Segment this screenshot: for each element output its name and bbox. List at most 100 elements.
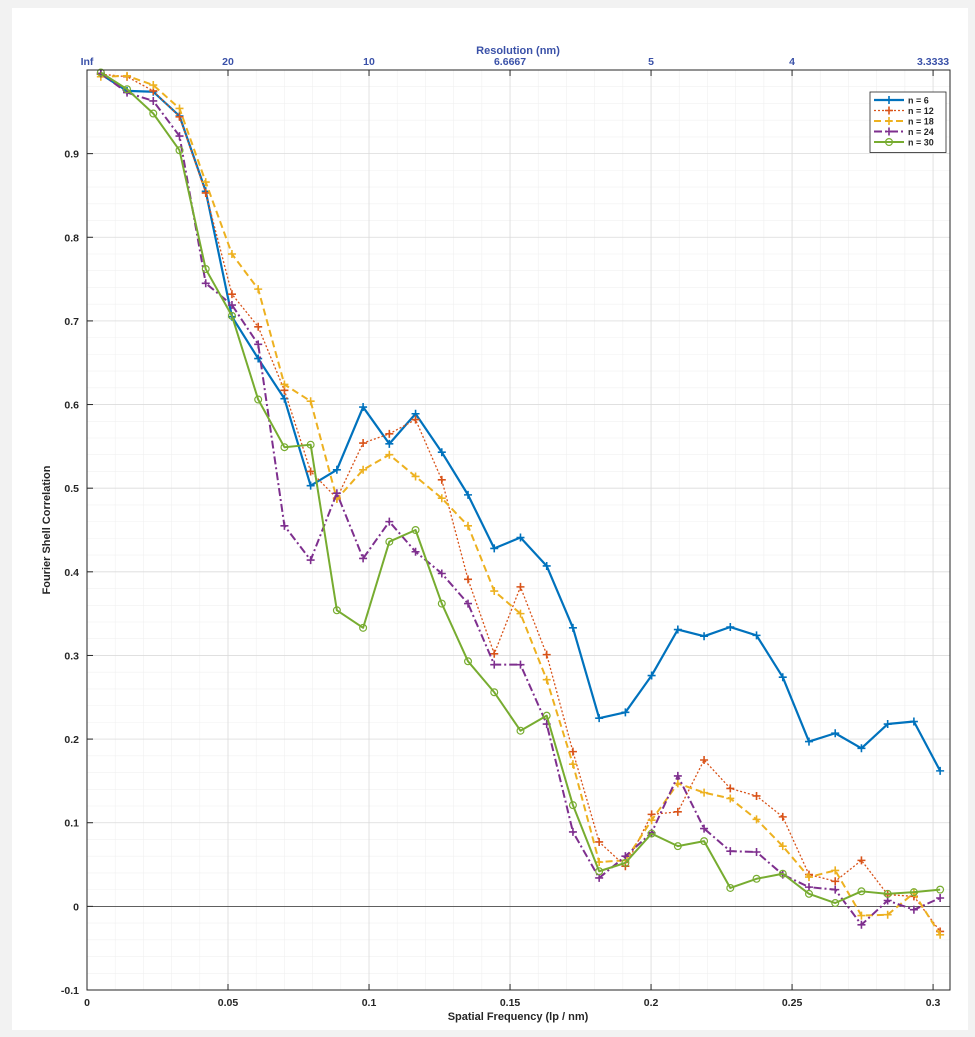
marker-plus — [700, 632, 709, 641]
marker-plus — [542, 561, 551, 570]
marker-plus — [359, 554, 368, 563]
marker-plus — [568, 760, 577, 769]
marker-plus — [621, 708, 630, 717]
marker-plus — [516, 582, 525, 591]
legend-label: n = 12 — [908, 106, 934, 116]
marker-plus — [254, 354, 263, 363]
marker-plus — [437, 448, 446, 457]
marker-plus — [621, 852, 630, 861]
marker-plus — [778, 842, 787, 851]
marker-circle — [359, 623, 368, 632]
marker-plus — [385, 450, 394, 459]
series-line — [100, 71, 941, 905]
x-tick-label: 0.05 — [218, 997, 239, 1009]
top-tick-label: 6.6667 — [494, 56, 526, 68]
legend-label: n = 18 — [908, 117, 934, 127]
marker-circle — [175, 146, 184, 155]
x-tick-label: 0 — [84, 997, 90, 1009]
marker-plus — [385, 429, 394, 438]
top-tick-label: 5 — [648, 56, 654, 68]
series-3 — [96, 71, 945, 939]
marker-plus — [883, 910, 892, 919]
marker-plus — [752, 631, 761, 640]
marker-circle — [700, 837, 709, 846]
marker-plus — [885, 117, 893, 125]
y-tick-label: 0.1 — [64, 818, 79, 830]
x-tick-label: 0.3 — [926, 997, 941, 1009]
legend-item: n = 24 — [874, 127, 934, 137]
marker-plus — [227, 250, 236, 258]
marker-plus — [385, 439, 394, 448]
legend-item: n = 18 — [874, 117, 934, 127]
marker-circle — [621, 858, 630, 867]
marker-plus — [359, 439, 368, 448]
marker-plus — [280, 380, 289, 389]
marker-plus — [909, 905, 918, 914]
top-axis-label: Resolution (nm) — [476, 45, 560, 57]
marker-plus — [857, 744, 866, 753]
top-tick-label: 20 — [222, 56, 234, 68]
marker-plus — [726, 784, 735, 793]
marker-circle — [123, 85, 132, 94]
marker-plus — [700, 824, 709, 833]
marker-plus — [411, 415, 420, 424]
marker-circle — [883, 889, 892, 898]
marker-plus — [936, 930, 945, 939]
top-tick-label: 4 — [789, 56, 795, 68]
y-tick-label: 0.5 — [64, 483, 79, 495]
marker-plus — [175, 112, 184, 121]
top-tick-label: 3.3333 — [917, 56, 949, 68]
marker-plus — [490, 544, 499, 553]
marker-plus — [254, 340, 263, 349]
marker-plus — [227, 301, 236, 310]
marker-plus — [909, 717, 918, 726]
marker-plus — [306, 481, 315, 490]
y-tick-label: 0.4 — [64, 567, 79, 579]
legend-item: n = 6 — [874, 96, 929, 106]
y-tick-label: 0.7 — [64, 316, 79, 328]
marker-plus — [516, 533, 525, 542]
marker-plus — [778, 673, 787, 682]
marker-plus — [464, 599, 473, 608]
top-tick-label: 10 — [363, 56, 375, 68]
marker-circle — [306, 440, 315, 449]
marker-plus — [647, 816, 656, 825]
marker-plus — [411, 547, 420, 556]
marker-circle — [332, 606, 341, 615]
marker-plus — [778, 812, 787, 821]
marker-plus — [464, 575, 473, 584]
plot-area — [87, 70, 950, 990]
legend: n = 6n = 12n = 18n = 24n = 30 — [869, 91, 947, 153]
y-axis-label: Fourier Shell Correlation — [41, 465, 53, 594]
series-line — [100, 74, 941, 936]
plot-frame — [86, 69, 951, 991]
marker-plus — [885, 106, 893, 115]
series-5 — [96, 68, 945, 908]
marker-circle — [490, 688, 499, 697]
marker-plus — [464, 490, 473, 499]
marker-plus — [306, 467, 315, 476]
marker-circle — [804, 889, 813, 898]
marker-plus — [490, 660, 499, 669]
marker-circle — [909, 888, 918, 897]
marker-circle — [149, 109, 158, 118]
x-tick-label: 0.1 — [362, 997, 377, 1009]
marker-plus — [568, 623, 577, 632]
y-tick-label: 0.6 — [64, 400, 79, 412]
legend-label: n = 30 — [908, 138, 934, 148]
marker-plus — [254, 285, 263, 294]
marker-plus — [542, 650, 551, 659]
y-tick-label: 0.9 — [64, 149, 79, 161]
marker-plus — [201, 188, 210, 197]
marker-plus — [437, 494, 446, 503]
marker-plus — [673, 771, 682, 780]
marker-plus — [149, 81, 158, 90]
marker-plus — [359, 403, 368, 412]
series-layer — [96, 68, 945, 939]
legend-item: n = 12 — [874, 106, 934, 116]
marker-plus — [516, 660, 525, 669]
marker-plus — [332, 465, 341, 474]
legend-label: n = 6 — [908, 96, 929, 106]
marker-circle — [752, 874, 761, 883]
marker-plus — [726, 794, 735, 803]
